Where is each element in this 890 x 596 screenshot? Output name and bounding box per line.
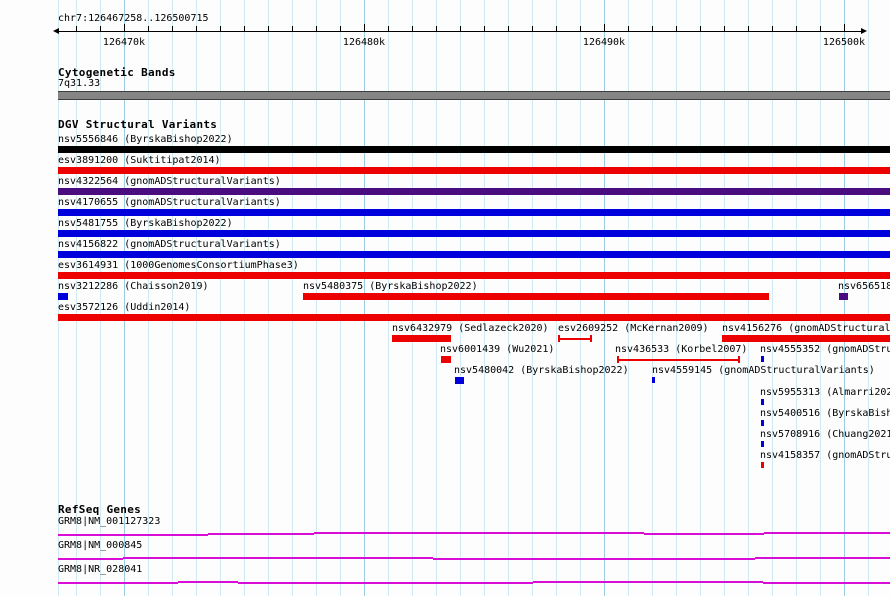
variant-label[interactable]: nsv4170655 (gnomADStructuralVariants) (58, 197, 281, 208)
ruler-line (58, 31, 862, 32)
gene-line[interactable] (764, 532, 890, 534)
gene-line[interactable] (533, 581, 763, 583)
variant-label[interactable]: nsv4156276 (gnomADStructuralVariants) (722, 323, 890, 334)
variant-label[interactable]: esv3891200 (Suktitipat2014) (58, 155, 221, 166)
variant-ibeam[interactable] (617, 356, 740, 363)
variant-tick[interactable] (761, 462, 764, 468)
ruler-tick-label: 126470k (102, 37, 146, 48)
variant-label[interactable]: nsv5400516 (ByrskaBishop2022) (760, 408, 890, 419)
variant-ibeam[interactable] (558, 335, 592, 342)
variant-label[interactable]: nsv6432979 (Sedlazeck2020) (392, 323, 549, 334)
ruler-major-tick (364, 24, 365, 31)
gene-label[interactable]: GRM8|NM_001127323 (58, 516, 161, 527)
variant-bar[interactable] (58, 272, 890, 279)
variant-label[interactable]: nsv6001439 (Wu2021) (440, 344, 555, 355)
variant-label[interactable]: esv3572126 (Uddin2014) (58, 302, 191, 313)
variant-label[interactable]: nsv4322564 (gnomADStructuralVariants) (58, 176, 281, 187)
cytogenetic-bands-title: Cytogenetic Bands (58, 66, 176, 79)
variant-label[interactable]: nsv436533 (Korbel2007) (615, 344, 748, 355)
variant-label[interactable]: nsv5556846 (ByrskaBishop2022) (58, 134, 233, 145)
ruler-tick-label: 126490k (582, 37, 626, 48)
ruler-major-tick (124, 24, 125, 31)
variant-label[interactable]: nsv5480042 (ByrskaBishop2022) (454, 365, 629, 376)
variant-label[interactable]: nsv4158357 (gnomADStructuralVariants) (760, 450, 890, 461)
gene-line[interactable] (755, 557, 890, 559)
gene-line[interactable] (644, 533, 764, 535)
variant-tick[interactable] (652, 377, 655, 383)
region-title: chr7:126467258..126500715 (58, 13, 209, 24)
gridline-major (124, 0, 125, 596)
variant-label[interactable]: nsv5955313 (Almarri2020) (760, 387, 890, 398)
variant-label[interactable]: nsv3212286 (Chaisson2019) (58, 281, 209, 292)
variant-bar[interactable] (58, 188, 890, 195)
gene-line[interactable] (763, 582, 890, 584)
cytoband-label: 7q31.33 (58, 78, 101, 89)
gene-line[interactable] (433, 558, 755, 560)
variant-label[interactable]: nsv4156822 (gnomADStructuralVariants) (58, 239, 281, 250)
variant-label[interactable]: nsv5708916 (Chuang2021) (760, 429, 890, 440)
gene-line[interactable] (123, 557, 433, 559)
variant-bar[interactable] (392, 335, 451, 342)
variant-label[interactable]: esv2609252 (McKernan2009) (558, 323, 709, 334)
ruler-tick-label: 126480k (342, 37, 386, 48)
ruler-left-arrow-icon (53, 28, 59, 34)
variant-bar[interactable] (839, 293, 848, 300)
ruler-right-arrow-icon (861, 28, 867, 34)
gene-line[interactable] (314, 532, 644, 534)
ruler-major-tick (604, 24, 605, 31)
variant-bar[interactable] (58, 230, 890, 237)
gene-label[interactable]: GRM8|NM_000845 (58, 540, 143, 551)
gene-line[interactable] (58, 534, 208, 536)
gene-line[interactable] (238, 582, 533, 584)
ruler-major-tick (844, 24, 845, 31)
gene-line[interactable] (58, 582, 178, 584)
variant-bar[interactable] (455, 377, 464, 384)
variant-bar[interactable] (58, 293, 68, 300)
variant-bar[interactable] (58, 251, 890, 258)
variant-bar[interactable] (58, 314, 890, 321)
variant-tick[interactable] (761, 441, 764, 447)
gene-line[interactable] (208, 533, 314, 535)
gene-line[interactable] (58, 558, 123, 560)
variant-label[interactable]: nsv5481755 (ByrskaBishop2022) (58, 218, 233, 229)
variant-bar[interactable] (58, 146, 890, 153)
variant-label[interactable]: nsv656518 (838, 281, 890, 292)
variant-label[interactable]: nsv4555352 (gnomADStructuralVariants) (760, 344, 890, 355)
refseq-track-title: RefSeq Genes (58, 503, 142, 516)
variant-bar[interactable] (303, 293, 769, 300)
ruler-tick-label: 126500k (822, 37, 866, 48)
variant-bar[interactable] (722, 335, 890, 342)
ibeam-line (617, 359, 740, 361)
gene-line[interactable] (178, 581, 238, 583)
variant-bar[interactable] (441, 356, 451, 363)
variant-tick[interactable] (761, 420, 764, 426)
variant-tick[interactable] (761, 356, 764, 362)
variant-label[interactable]: nsv4559145 (gnomADStructuralVariants) (652, 365, 875, 376)
variant-label[interactable]: esv3614931 (1000GenomesConsortiumPhase3) (58, 260, 299, 271)
variant-tick[interactable] (761, 399, 764, 405)
ibeam-line (558, 338, 592, 340)
dgv-track-title: DGV Structural Variants (58, 118, 218, 131)
gene-label[interactable]: GRM8|NR_028041 (58, 564, 143, 575)
variant-bar[interactable] (58, 209, 890, 216)
variant-bar[interactable] (58, 167, 890, 174)
ruler-tick-marks (76, 26, 845, 31)
variant-label[interactable]: nsv5480375 (ByrskaBishop2022) (303, 281, 478, 292)
cytoband-bar[interactable] (58, 91, 890, 100)
